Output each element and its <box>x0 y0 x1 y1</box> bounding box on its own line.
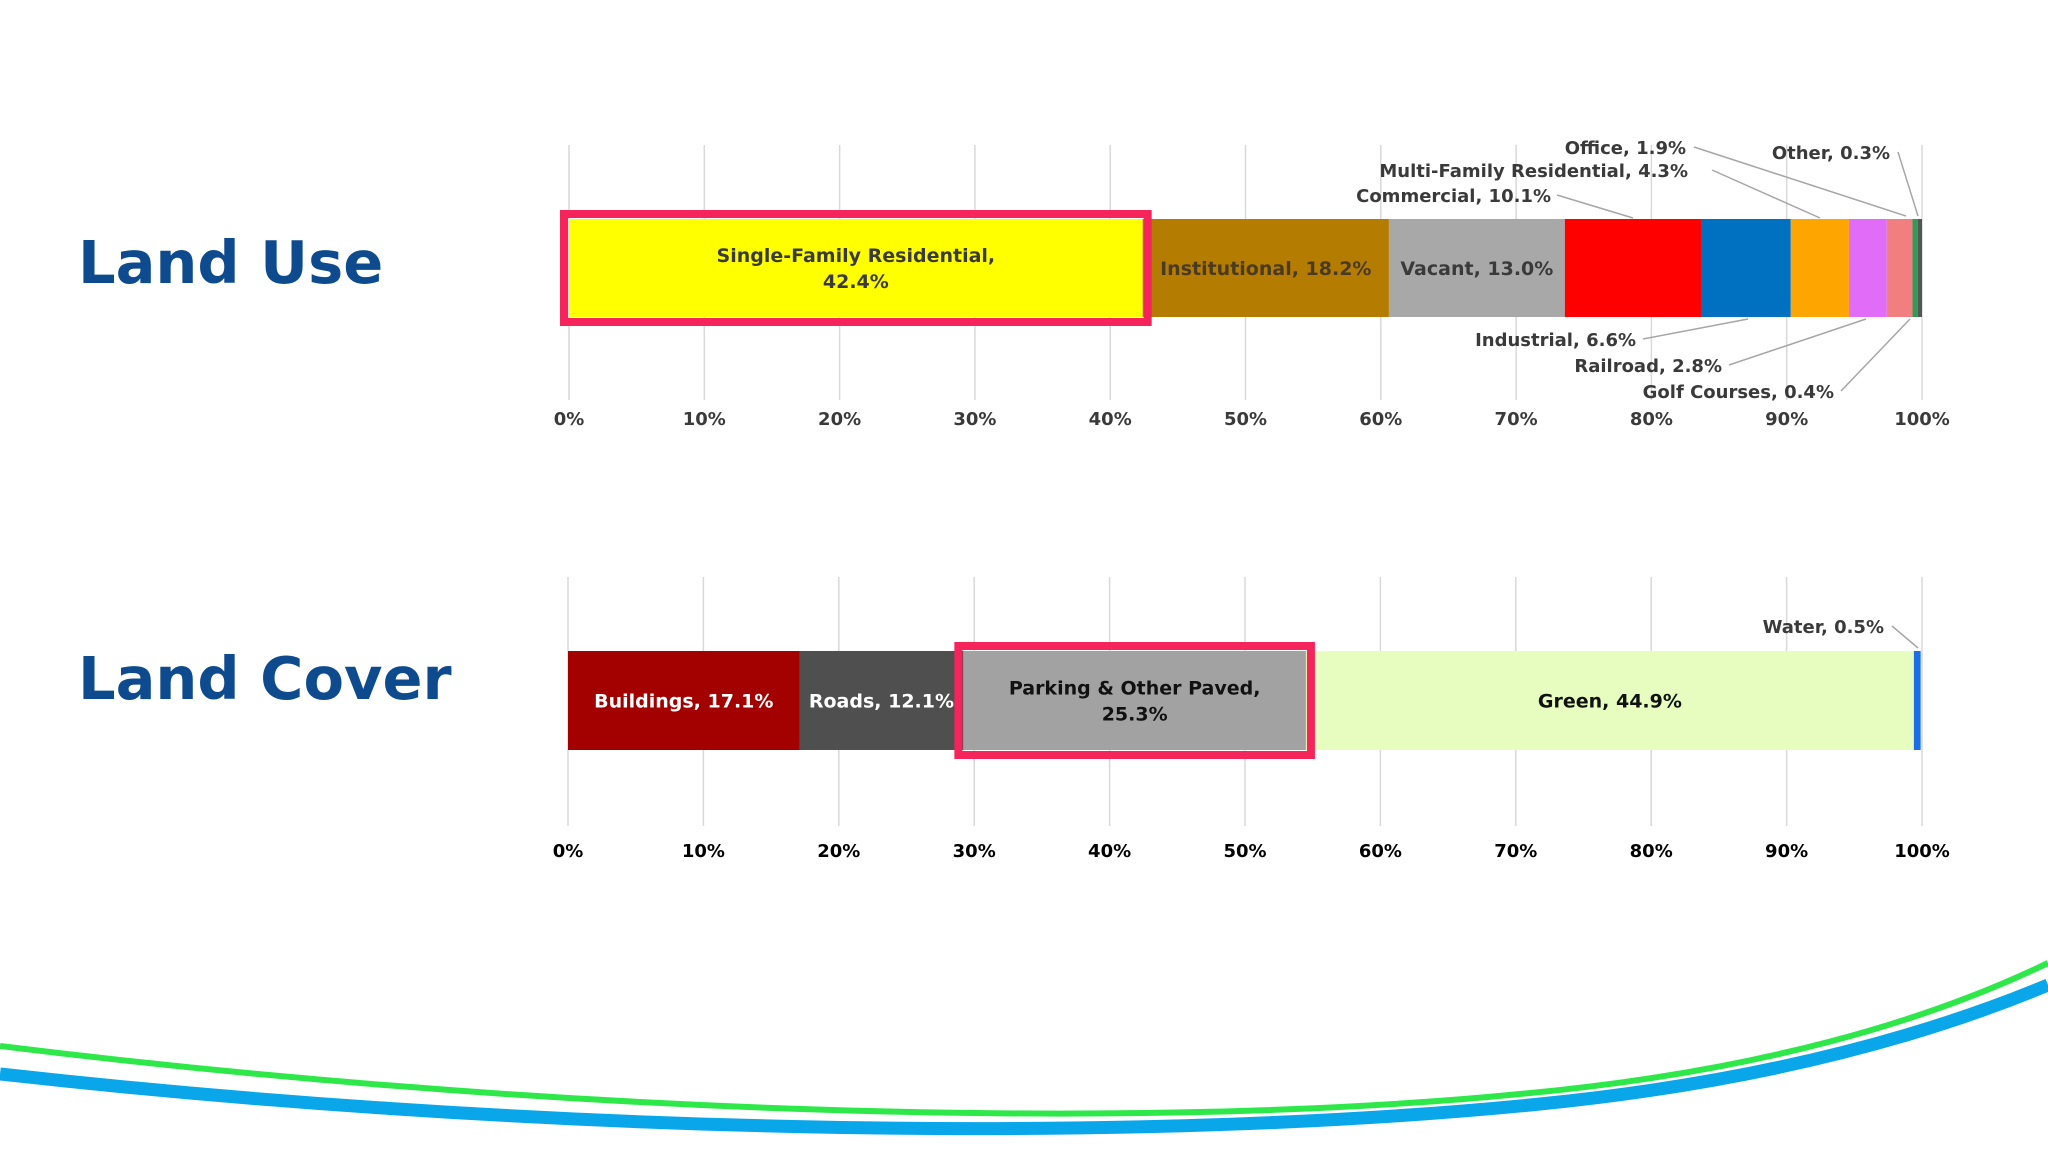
data-label-industrial: Industrial, 6.6% <box>1475 330 1636 351</box>
data-label-green: Green, 44.9% <box>1538 691 1682 713</box>
data-label-water: Water, 0.5% <box>1763 617 1884 638</box>
leader-line <box>1711 169 1821 219</box>
bar-segment-buildings <box>568 651 800 750</box>
x-tick-label: 30% <box>953 409 996 430</box>
bar-segment-vacant <box>1388 219 1565 317</box>
x-tick-label: 0% <box>554 409 585 430</box>
x-tick-label: 100% <box>1894 409 1950 430</box>
bar-segment-roads <box>799 651 964 750</box>
bar-segment-green <box>1305 651 1914 750</box>
x-tick-label: 20% <box>818 409 861 430</box>
x-tick-label: 30% <box>953 841 996 862</box>
leader-line <box>1840 318 1911 392</box>
leader-line <box>1891 625 1919 649</box>
data-label-office: Office, 1.9% <box>1565 138 1686 159</box>
x-tick-label: 90% <box>1765 409 1808 430</box>
x-tick-label: 10% <box>683 409 726 430</box>
data-label-vacant: Vacant, 13.0% <box>1400 258 1553 280</box>
data-label-golf-courses: Golf Courses, 0.4% <box>1643 382 1834 403</box>
bar-segment-water <box>1913 651 1921 750</box>
bar-segment-golf-courses <box>1912 219 1918 317</box>
land-cover-chart: 0% 10% 20% 30% 40% 50% 60% 70% 80% 90% 100% Buildin… <box>553 577 1950 862</box>
bar-segment-single-family-residential <box>569 219 1143 317</box>
wave-stroke-blue <box>0 978 2048 1136</box>
x-tick-label: 80% <box>1630 409 1673 430</box>
wave-stroke-green <box>0 960 2048 1117</box>
x-tick-label: 0% <box>553 841 584 862</box>
bar-segment-office <box>1886 219 1913 317</box>
decorative-wave <box>0 960 2048 1136</box>
data-label-other: Other, 0.3% <box>1772 143 1890 164</box>
x-tick-label: 20% <box>817 841 860 862</box>
data-label-parking-and-other-paved: Parking & Other Paved, 25.3% <box>1009 678 1261 726</box>
data-label-roads: Roads, 12.1% <box>809 691 954 713</box>
x-tick-label: 50% <box>1224 409 1267 430</box>
bar-segment-multi-family-residential <box>1790 219 1849 317</box>
land-use-title: Land Use <box>78 228 384 297</box>
x-tick-label: 40% <box>1088 841 1131 862</box>
x-tick-label: 80% <box>1630 841 1673 862</box>
x-tick-label: 50% <box>1223 841 1266 862</box>
leader-line <box>1728 318 1867 366</box>
highlight-box <box>954 642 1315 759</box>
x-tick-label: 100% <box>1894 841 1950 862</box>
bar-segment-commercial <box>1564 219 1702 317</box>
x-tick-label: 70% <box>1494 841 1537 862</box>
land-cover-title: Land Cover <box>78 644 452 713</box>
data-label-institutional: Institutional, 18.2% <box>1160 258 1371 280</box>
data-label-commercial: Commercial, 10.1% <box>1356 186 1551 207</box>
leader-line <box>1642 318 1749 340</box>
x-tick-label: 90% <box>1765 841 1808 862</box>
bar-segment-institutional <box>1142 219 1389 317</box>
x-tick-label: 10% <box>682 841 725 862</box>
x-tick-label: 60% <box>1359 409 1402 430</box>
data-label-single-family-residential: Single-Family Residential, 42.4% <box>717 245 996 293</box>
leader-line <box>1693 146 1907 217</box>
x-tick-label: 40% <box>1089 409 1132 430</box>
x-tick-label: 70% <box>1495 409 1538 430</box>
data-label-multi-family-residential: Multi-Family Residential, 4.3% <box>1379 161 1688 182</box>
bar-segment-other <box>1917 219 1922 317</box>
bar-segment-parking-and-other-paved <box>963 651 1306 750</box>
leader-line <box>1556 194 1634 219</box>
data-label-railroad: Railroad, 2.8% <box>1574 356 1722 377</box>
land-use-chart: 0% 10% 20% 30% 40% 50% 60% 70% 80% 90% 100% Single-… <box>554 138 1950 430</box>
leader-line <box>1897 151 1919 217</box>
bar-segment-railroad <box>1848 219 1887 317</box>
bar-segment-industrial <box>1701 219 1791 317</box>
highlight-box <box>560 210 1152 326</box>
data-label-buildings: Buildings, 17.1% <box>594 691 773 713</box>
x-tick-label: 60% <box>1359 841 1402 862</box>
